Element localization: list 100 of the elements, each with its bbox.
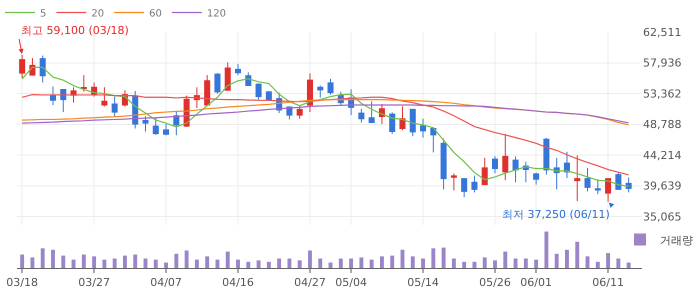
bar — [370, 260, 374, 268]
x-tick-label: 05/04 — [335, 276, 367, 289]
candlestick — [574, 154, 580, 202]
bar — [82, 254, 86, 268]
candlestick — [101, 86, 108, 107]
y-tick-label: 35,065 — [643, 210, 682, 224]
candlestick — [214, 72, 220, 94]
y-tick-label: 57,936 — [643, 56, 682, 70]
candlestick — [502, 133, 508, 181]
bar — [554, 254, 559, 268]
candlestick — [440, 138, 447, 190]
bar — [514, 258, 518, 268]
y-tick-label: 39,639 — [643, 180, 682, 193]
candlestick — [399, 106, 406, 131]
bar — [544, 232, 548, 268]
x-tick-label: 04/07 — [150, 276, 182, 289]
bar — [349, 258, 354, 268]
legend-label: 120 — [206, 8, 226, 20]
bar — [524, 258, 528, 268]
bar — [277, 258, 282, 268]
x-tick-label: 03/27 — [78, 276, 110, 289]
bar — [184, 250, 189, 268]
bar — [596, 262, 600, 268]
bar — [442, 248, 446, 268]
bar — [20, 254, 24, 268]
bar — [328, 262, 332, 268]
bar — [308, 250, 312, 268]
bar — [586, 256, 590, 268]
candlestick — [564, 151, 570, 178]
candlestick — [112, 96, 118, 117]
candlestick — [420, 118, 426, 138]
bar — [61, 256, 66, 268]
bar — [154, 260, 158, 268]
bar — [236, 260, 240, 268]
x-tick-label: 06/11 — [592, 276, 624, 289]
x-tick-label: 04/27 — [294, 276, 326, 289]
legend-label: 20 — [91, 8, 104, 20]
bar — [318, 258, 322, 268]
candlestick — [173, 111, 180, 136]
bar — [400, 250, 404, 268]
candlestick — [60, 88, 66, 113]
bar — [493, 260, 497, 268]
bar — [421, 258, 425, 268]
bar — [390, 256, 394, 268]
candlestick — [306, 72, 313, 113]
candlestick — [163, 124, 170, 136]
line-series — [22, 66, 630, 187]
bar — [380, 256, 384, 268]
line-series — [22, 104, 630, 124]
x-tick-label: 06/01 — [520, 276, 552, 289]
candlestick — [533, 172, 540, 186]
candlestick — [204, 74, 210, 106]
candlestick — [626, 177, 632, 193]
bar — [194, 260, 199, 268]
bar — [616, 258, 620, 268]
bar — [30, 257, 34, 268]
bar — [565, 250, 569, 268]
candlestick — [584, 167, 591, 192]
bar — [298, 260, 302, 268]
candlestick — [482, 157, 488, 186]
legend-label: 거래량 — [660, 234, 693, 247]
bar — [133, 254, 138, 268]
bar — [452, 258, 456, 268]
bar — [72, 260, 76, 268]
bar — [216, 260, 220, 268]
candlestick — [358, 108, 364, 123]
bar — [122, 256, 127, 268]
candlestick — [512, 156, 519, 183]
bar — [503, 252, 508, 268]
annotation: 최고 59,100 (03/18) — [21, 24, 129, 37]
candlestick — [368, 100, 375, 124]
candlestick — [296, 105, 303, 120]
candlestick — [256, 83, 262, 100]
y-tick-label: 44,214 — [643, 148, 682, 162]
candlestick — [430, 126, 436, 153]
bar — [472, 262, 476, 268]
y-tick-label: 48,788 — [643, 118, 682, 132]
bar — [51, 250, 55, 268]
candlestick — [543, 137, 550, 176]
bar — [338, 258, 343, 268]
line-series — [22, 94, 630, 176]
bar — [164, 262, 168, 268]
x-tick-label: 04/16 — [222, 276, 254, 289]
bar — [431, 248, 436, 268]
bar — [144, 258, 148, 268]
bar — [92, 256, 96, 268]
legend-label: 60 — [149, 8, 162, 20]
x-tick-label: 05/14 — [407, 276, 439, 289]
annotation: 최저 37,250 (06/11) — [502, 208, 610, 221]
x-tick-label: 05/26 — [479, 276, 511, 289]
candlestick — [224, 62, 231, 91]
bar — [606, 253, 610, 268]
candlestick — [50, 86, 56, 106]
bar — [205, 256, 210, 268]
bar — [266, 262, 271, 268]
bar — [534, 260, 538, 268]
bar — [112, 258, 117, 268]
candlestick — [142, 116, 149, 132]
candlestick — [317, 85, 324, 98]
legend-label: 5 — [40, 8, 46, 20]
